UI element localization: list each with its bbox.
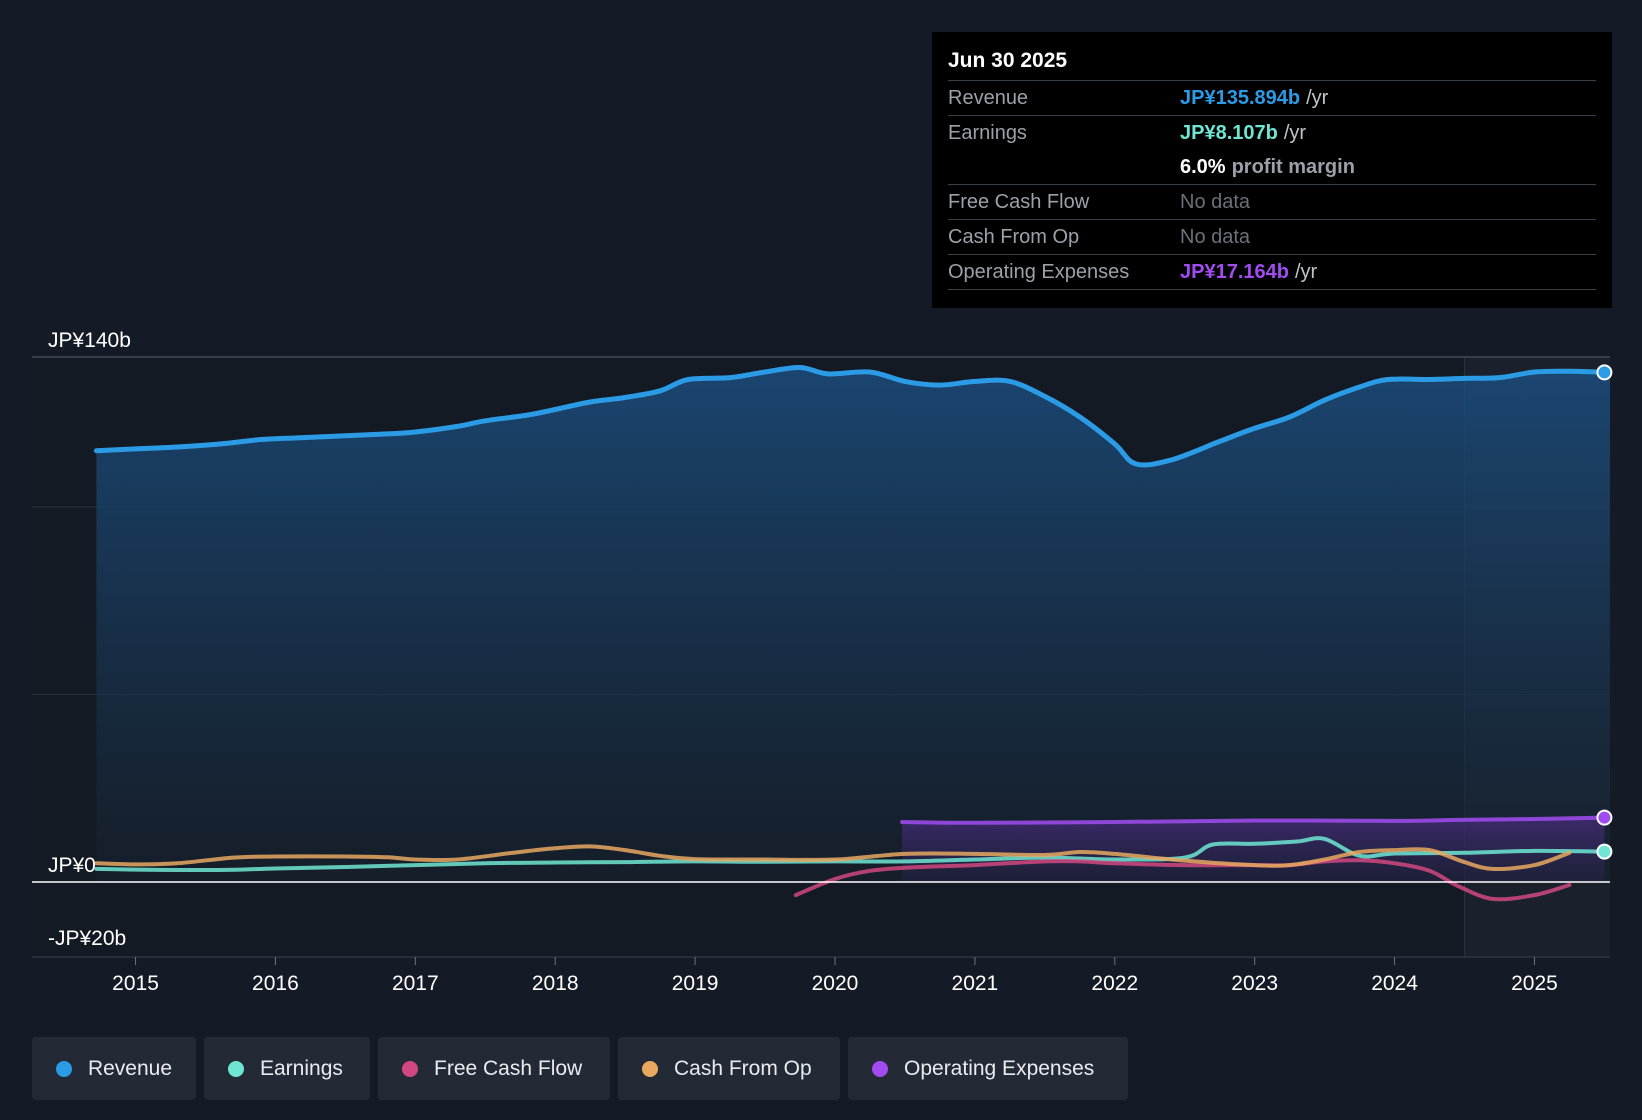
series-areas	[96, 367, 1610, 882]
legend-label: Free Cash Flow	[434, 1056, 583, 1080]
tooltip-value: No data	[1180, 190, 1251, 213]
tooltip-row-cash-from-op: Cash From Op No data	[948, 219, 1596, 254]
y-axis-labels: JP¥140b JP¥0 -JP¥20b	[48, 329, 131, 950]
tooltip-panel: Jun 30 2025 Revenue JP¥135.894b /yr Earn…	[932, 32, 1612, 308]
legend-label: Cash From Op	[674, 1056, 812, 1080]
tooltip-unit: /yr	[1294, 260, 1318, 283]
x-tick-label: 2018	[532, 972, 579, 995]
y-tick-label: JP¥0	[48, 854, 96, 877]
tooltip-value: No data	[1180, 225, 1251, 248]
tooltip-label: Operating Expenses	[948, 260, 1130, 283]
legend-item-cash-from-op[interactable]: Cash From Op	[618, 1037, 840, 1100]
legend-dot-icon	[402, 1060, 418, 1077]
x-tick-label: 2015	[112, 972, 159, 995]
line-revenue	[93, 364, 1607, 468]
tooltip-value: JP¥8.107b	[1180, 121, 1278, 144]
tooltip-row-free-cash-flow: Free Cash Flow No data	[948, 184, 1596, 219]
x-axis-labels: 2015 2016 2017 2018 2019 2020 2021 2022 2023 2024…	[112, 957, 1558, 995]
tooltip-row-revenue: Revenue JP¥135.894b /yr	[948, 80, 1596, 115]
line-earnings	[94, 836, 1607, 873]
tooltip-label: Revenue	[948, 86, 1029, 109]
tooltip-value: 6.0%	[1180, 155, 1226, 178]
area-operating-expenses	[902, 817, 1605, 882]
tooltip-row-operating-expenses: Operating Expenses JP¥17.164b /yr	[948, 254, 1596, 290]
tooltip-date: Jun 30 2025	[948, 49, 1068, 72]
x-tick-label: 2021	[952, 972, 999, 995]
x-tick-label: 2020	[812, 972, 859, 995]
legend-label: Operating Expenses	[904, 1056, 1095, 1080]
line-operating-expenses	[900, 815, 1607, 825]
series-lines	[93, 364, 1607, 902]
marker-operating-expenses	[1596, 809, 1613, 826]
area-revenue	[96, 367, 1610, 882]
line-free-cash-flow	[793, 858, 1572, 902]
legend-dot-icon	[872, 1060, 888, 1077]
tooltip-label: Cash From Op	[948, 225, 1080, 248]
legend-item-free-cash-flow[interactable]: Free Cash Flow	[378, 1037, 610, 1100]
legend-dot-icon	[56, 1060, 72, 1077]
tooltip-row-profit-margin: 6.0% profit margin	[948, 150, 1596, 184]
marker-revenue	[1596, 364, 1613, 381]
series-end-markers	[1596, 364, 1613, 860]
x-tick-label: 2024	[1371, 972, 1418, 995]
tooltip-row-earnings: Earnings JP¥8.107b /yr	[948, 115, 1596, 150]
legend-item-revenue[interactable]: Revenue	[32, 1037, 196, 1100]
x-tick-label: 2017	[392, 972, 439, 995]
tooltip-label: Earnings	[948, 121, 1027, 144]
line-cash-from-op	[94, 844, 1572, 871]
x-tick-label: 2019	[672, 972, 719, 995]
tooltip-unit: /yr	[1283, 121, 1307, 144]
y-tick-label: JP¥140b	[48, 329, 131, 352]
legend-item-earnings[interactable]: Earnings	[204, 1037, 370, 1100]
tooltip-unit: profit margin	[1231, 155, 1355, 178]
tooltip-label: Free Cash Flow	[948, 190, 1090, 213]
tooltip-value: JP¥135.894b	[1180, 86, 1301, 109]
tooltip-unit: /yr	[1306, 86, 1329, 109]
legend-dot-icon	[228, 1060, 244, 1077]
x-tick-label: 2025	[1511, 972, 1558, 995]
legend-label: Revenue	[87, 1056, 172, 1080]
legend-label: Earnings	[260, 1056, 343, 1080]
legend-dot-icon	[642, 1060, 658, 1077]
marker-earnings	[1596, 843, 1613, 860]
y-tick-label: -JP¥20b	[48, 927, 126, 950]
legend-item-operating-expenses[interactable]: Operating Expenses	[848, 1037, 1128, 1100]
x-tick-label: 2023	[1231, 972, 1278, 995]
tooltip-value: JP¥17.164b	[1180, 260, 1289, 283]
x-tick-label: 2016	[252, 972, 299, 995]
x-tick-label: 2022	[1091, 972, 1138, 995]
